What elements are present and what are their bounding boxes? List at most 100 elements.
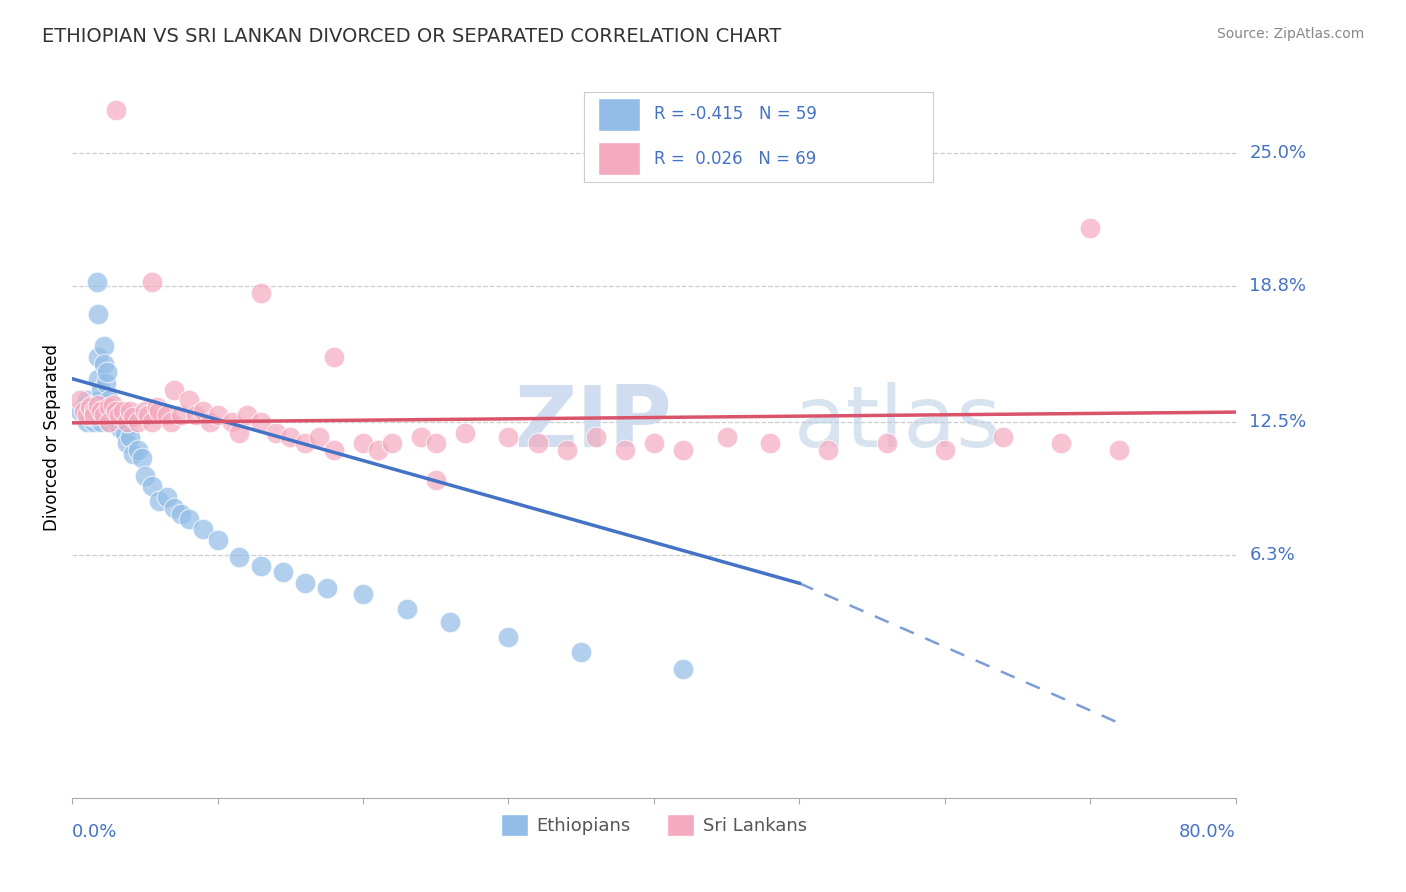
Point [131, 451, 153, 466]
Point [134, 468, 156, 483]
Text: 18.8%: 18.8% [1250, 277, 1306, 295]
Point [117, 436, 139, 450]
Point [122, 447, 145, 461]
Point [498, 630, 520, 644]
Point [555, 442, 578, 457]
Point [97, 415, 120, 429]
Point [381, 436, 404, 450]
Point [221, 415, 243, 429]
Point [207, 409, 229, 423]
Point [107, 409, 129, 423]
Point [83, 409, 105, 423]
Point [80, 398, 103, 412]
Point [207, 533, 229, 548]
Point [97, 404, 120, 418]
Text: Source: ZipAtlas.com: Source: ZipAtlas.com [1216, 27, 1364, 41]
Point [101, 409, 124, 423]
Point [136, 409, 159, 423]
Point [87, 350, 110, 364]
Point [294, 436, 316, 450]
Point [104, 404, 127, 418]
Point [1078, 221, 1101, 235]
Point [235, 409, 257, 423]
Point [191, 523, 214, 537]
Point [90, 415, 112, 429]
Y-axis label: Divorced or Separated: Divorced or Separated [44, 344, 60, 532]
Point [643, 436, 665, 450]
Point [96, 365, 118, 379]
Point [250, 559, 273, 574]
Point [83, 404, 105, 418]
Point [76, 415, 98, 429]
Point [79, 409, 101, 423]
Point [308, 430, 330, 444]
Point [156, 409, 179, 423]
Point [395, 602, 418, 616]
Point [90, 404, 112, 418]
Point [97, 400, 120, 414]
Point [145, 400, 167, 414]
Point [352, 436, 374, 450]
Point [117, 415, 139, 429]
Point [425, 473, 447, 487]
Point [367, 442, 389, 457]
Point [79, 400, 101, 414]
Point [271, 566, 294, 580]
Point [79, 404, 101, 418]
Point [134, 404, 156, 418]
Point [228, 550, 250, 565]
Text: 6.3%: 6.3% [1250, 546, 1295, 565]
Point [991, 430, 1014, 444]
Point [672, 442, 695, 457]
Point [170, 409, 193, 423]
Point [148, 494, 170, 508]
Text: ETHIOPIAN VS SRI LANKAN DIVORCED OR SEPARATED CORRELATION CHART: ETHIOPIAN VS SRI LANKAN DIVORCED OR SEPA… [42, 27, 782, 45]
Point [122, 410, 145, 425]
Point [104, 415, 127, 429]
Point [141, 415, 163, 429]
Point [114, 425, 136, 440]
Point [127, 442, 149, 457]
Point [526, 436, 548, 450]
Point [141, 275, 163, 289]
Point [73, 400, 96, 414]
Point [177, 511, 200, 525]
Point [76, 409, 98, 423]
Point [315, 581, 337, 595]
Point [90, 404, 112, 418]
Point [250, 285, 273, 300]
Point [250, 415, 273, 429]
Point [156, 490, 179, 504]
Point [76, 393, 98, 408]
Point [716, 430, 738, 444]
Point [425, 436, 447, 450]
Point [93, 357, 115, 371]
Point [83, 400, 105, 414]
Point [89, 393, 111, 408]
Point [97, 393, 120, 408]
Point [934, 442, 956, 457]
Point [120, 430, 142, 444]
Point [1050, 436, 1073, 450]
Point [83, 404, 105, 418]
Point [352, 587, 374, 601]
Point [87, 372, 110, 386]
Point [107, 409, 129, 423]
Point [83, 410, 105, 425]
Point [411, 430, 433, 444]
Point [294, 576, 316, 591]
Point [613, 442, 636, 457]
Point [100, 400, 122, 414]
Point [94, 376, 117, 390]
Point [454, 425, 477, 440]
Point [177, 393, 200, 408]
Point [127, 415, 149, 429]
Point [200, 415, 222, 429]
Text: 12.5%: 12.5% [1250, 413, 1306, 431]
Point [160, 415, 183, 429]
Point [87, 307, 110, 321]
Text: 25.0%: 25.0% [1250, 144, 1306, 161]
Point [86, 275, 108, 289]
Point [170, 508, 193, 522]
Point [876, 436, 898, 450]
